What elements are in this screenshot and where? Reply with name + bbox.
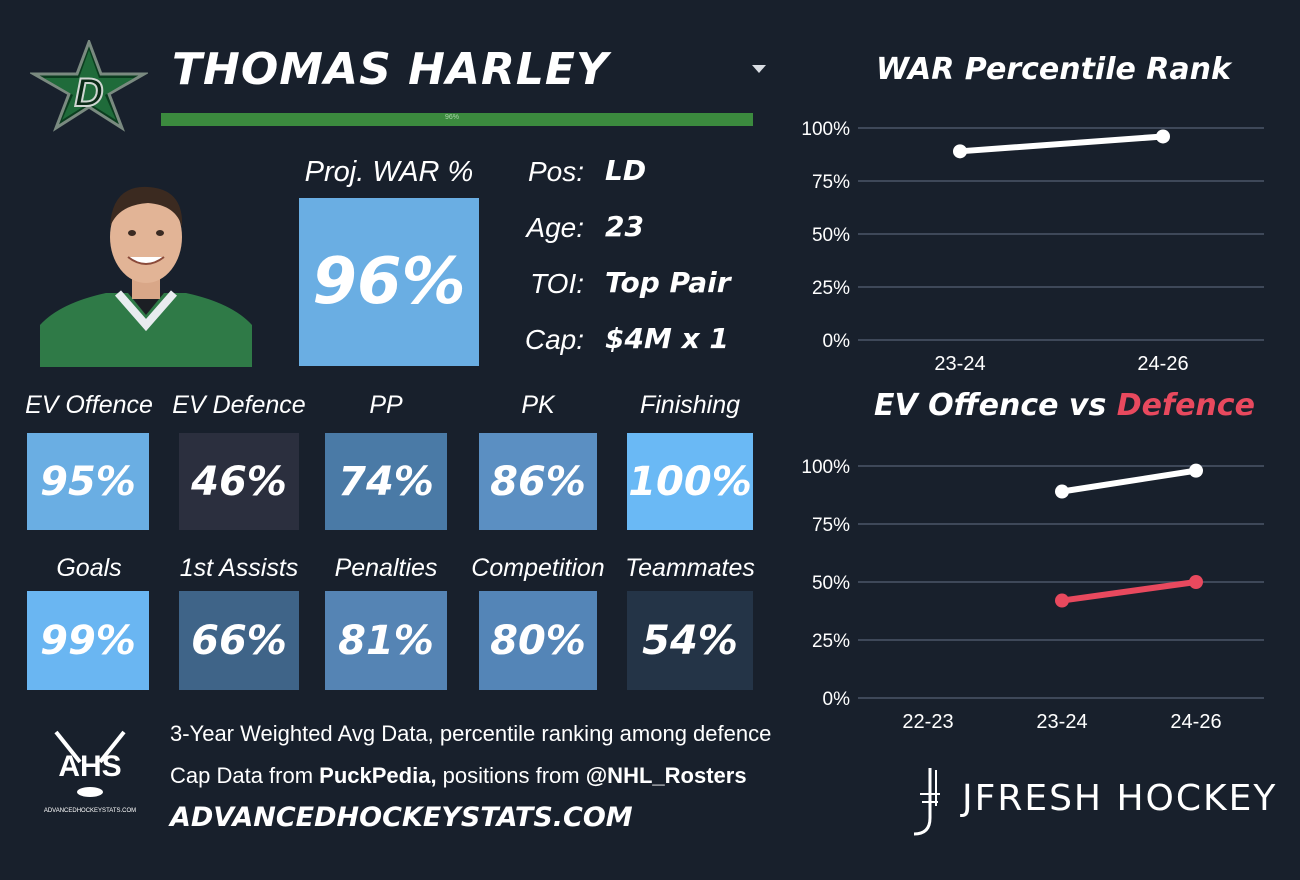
chart1-series-0-point bbox=[1156, 129, 1170, 144]
tile-value-finishing: 100% bbox=[628, 458, 752, 505]
tile-penalties: 81% bbox=[325, 591, 447, 690]
tile-value-1st-assists: 66% bbox=[191, 617, 287, 664]
player-headshot bbox=[40, 186, 252, 367]
tile-label-penalties: Penalties bbox=[334, 554, 438, 582]
chart2-ytick-label: 75% bbox=[812, 515, 850, 536]
bio-value-age: 23 bbox=[605, 210, 644, 243]
bio-label-toi: TOI: bbox=[530, 268, 584, 299]
chart1-ytick-label: 0% bbox=[823, 331, 851, 352]
tile-value-pk: 86% bbox=[490, 458, 586, 505]
chart1-xtick-label: 23-24 bbox=[934, 353, 985, 375]
chart2-series-1-line bbox=[1059, 579, 1199, 604]
bio-label-pos: Pos: bbox=[527, 156, 584, 187]
chart2-series-1-point bbox=[1055, 593, 1069, 608]
chart2-ytick-label: 100% bbox=[801, 457, 850, 478]
proj-war-value: 96% bbox=[312, 245, 466, 319]
footer-note-sources: Cap Data from PuckPedia, positions from … bbox=[170, 763, 747, 789]
tile-ev-defence: 46% bbox=[179, 433, 299, 530]
tile-value-teammates: 54% bbox=[642, 617, 738, 664]
chart2-ytick-label: 0% bbox=[823, 689, 851, 710]
tile-label-goals: Goals bbox=[56, 554, 122, 582]
chart1-ytick-label: 50% bbox=[812, 225, 850, 246]
player-name: THOMAS HARLEY bbox=[172, 44, 609, 95]
footer-note-data: 3-Year Weighted Avg Data, percentile ran… bbox=[170, 721, 772, 746]
ahs-logo-subtext: ADVANCEDHOCKEYSTATS.COM bbox=[44, 808, 136, 814]
chart2-xtick-label: 22-23 bbox=[902, 711, 953, 733]
chart2-title-defence: Defence bbox=[1116, 388, 1255, 423]
jfresh-logo-icon bbox=[913, 768, 940, 836]
caret-down-icon[interactable] bbox=[750, 62, 768, 76]
site-url-link[interactable]: ADVANCEDHOCKEYSTATS.COM bbox=[170, 802, 633, 833]
tile-finishing: 100% bbox=[627, 433, 753, 530]
tile-value-competition: 80% bbox=[490, 617, 586, 664]
svg-text:D: D bbox=[75, 71, 104, 115]
tile-teammates: 54% bbox=[627, 591, 753, 690]
tile-value-ev-defence: 46% bbox=[191, 458, 287, 505]
footer-sources-prefix: Cap Data from bbox=[170, 763, 320, 788]
tile-label-pk: PK bbox=[521, 391, 555, 419]
proj-war-label: Proj. WAR % bbox=[304, 156, 474, 188]
tile-ev-offence: 95% bbox=[27, 433, 149, 530]
chart1-series-0-point bbox=[953, 144, 967, 159]
chart1-series-0-line bbox=[957, 133, 1166, 155]
bio-value-cap: $4M x 1 bbox=[605, 322, 729, 355]
dallas-stars-logo-icon: D bbox=[30, 40, 148, 132]
chart1-ytick-label: 75% bbox=[812, 172, 850, 193]
proj-war-tile: 96% bbox=[299, 198, 479, 366]
tile-label-finishing: Finishing bbox=[639, 391, 741, 419]
tile-value-ev-offence: 95% bbox=[40, 458, 136, 505]
footer-sources-mid: positions from bbox=[436, 763, 586, 788]
tile-pk: 86% bbox=[479, 433, 597, 530]
chart2-ytick-label: 25% bbox=[812, 631, 850, 652]
tile-label-1st-assists: 1st Assists bbox=[179, 554, 299, 582]
tile-goals: 99% bbox=[27, 591, 149, 690]
tile-value-pp: 74% bbox=[338, 458, 434, 505]
tile-label-ev-offence: EV Offence bbox=[25, 391, 153, 419]
chart2-ytick-label: 50% bbox=[812, 573, 850, 594]
jfresh-brand-text: JFRESH HOCKEY bbox=[962, 778, 1278, 819]
chart1-ytick-label: 100% bbox=[801, 119, 850, 140]
tile-label-ev-defence: EV Defence bbox=[172, 391, 306, 419]
tile-value-penalties: 81% bbox=[338, 617, 434, 664]
war-progress-bar bbox=[161, 113, 753, 126]
chart2-series-0-point bbox=[1189, 463, 1203, 478]
ahs-logo-icon: AHS ADVANCEDHOCKEYSTATS.COM bbox=[44, 730, 136, 814]
footer-source-puckpedia: PuckPedia, bbox=[319, 763, 437, 788]
bio-value-toi: Top Pair bbox=[605, 266, 731, 299]
tile-label-competition: Competition bbox=[471, 554, 605, 582]
war-percentile-chart: 100% 75% 50% 25% 0% 23-24 24-26 bbox=[801, 119, 1264, 375]
chart2-series-1-point bbox=[1189, 575, 1203, 589]
chart2-xtick-label: 24-26 bbox=[1170, 711, 1221, 733]
chart2-series-0-point bbox=[1055, 484, 1069, 499]
tile-value-goals: 99% bbox=[40, 617, 136, 664]
chart2-title: EV Offence vs Defence bbox=[874, 388, 1255, 423]
tile-label-pp: PP bbox=[369, 391, 403, 419]
chart2-title-offence: EV Offence vs bbox=[874, 388, 1117, 423]
chart2-xtick-label: 23-24 bbox=[1036, 711, 1087, 733]
bio-label-cap: Cap: bbox=[524, 324, 584, 355]
bio-label-age: Age: bbox=[526, 212, 584, 243]
bio-value-pos: LD bbox=[605, 154, 647, 187]
chart1-ytick-label: 25% bbox=[812, 278, 850, 299]
tile-label-teammates: Teammates bbox=[625, 554, 755, 582]
ev-offence-defence-chart: 100% 75% 50% 25% 0% 22-23 23-24 24-26 bbox=[801, 457, 1264, 733]
tile-pp: 74% bbox=[325, 433, 447, 530]
tile-competition: 80% bbox=[479, 591, 597, 690]
ahs-logo-text: AHS bbox=[58, 750, 121, 783]
tile-1st-assists: 66% bbox=[179, 591, 299, 690]
chart1-title: WAR Percentile Rank bbox=[876, 52, 1231, 87]
chart1-xtick-label: 24-26 bbox=[1137, 353, 1188, 375]
war-progress-label: 96% bbox=[445, 114, 460, 121]
footer-source-nhl-rosters: @NHL_Rosters bbox=[585, 763, 747, 788]
chart2-series-0-line bbox=[1059, 467, 1199, 495]
